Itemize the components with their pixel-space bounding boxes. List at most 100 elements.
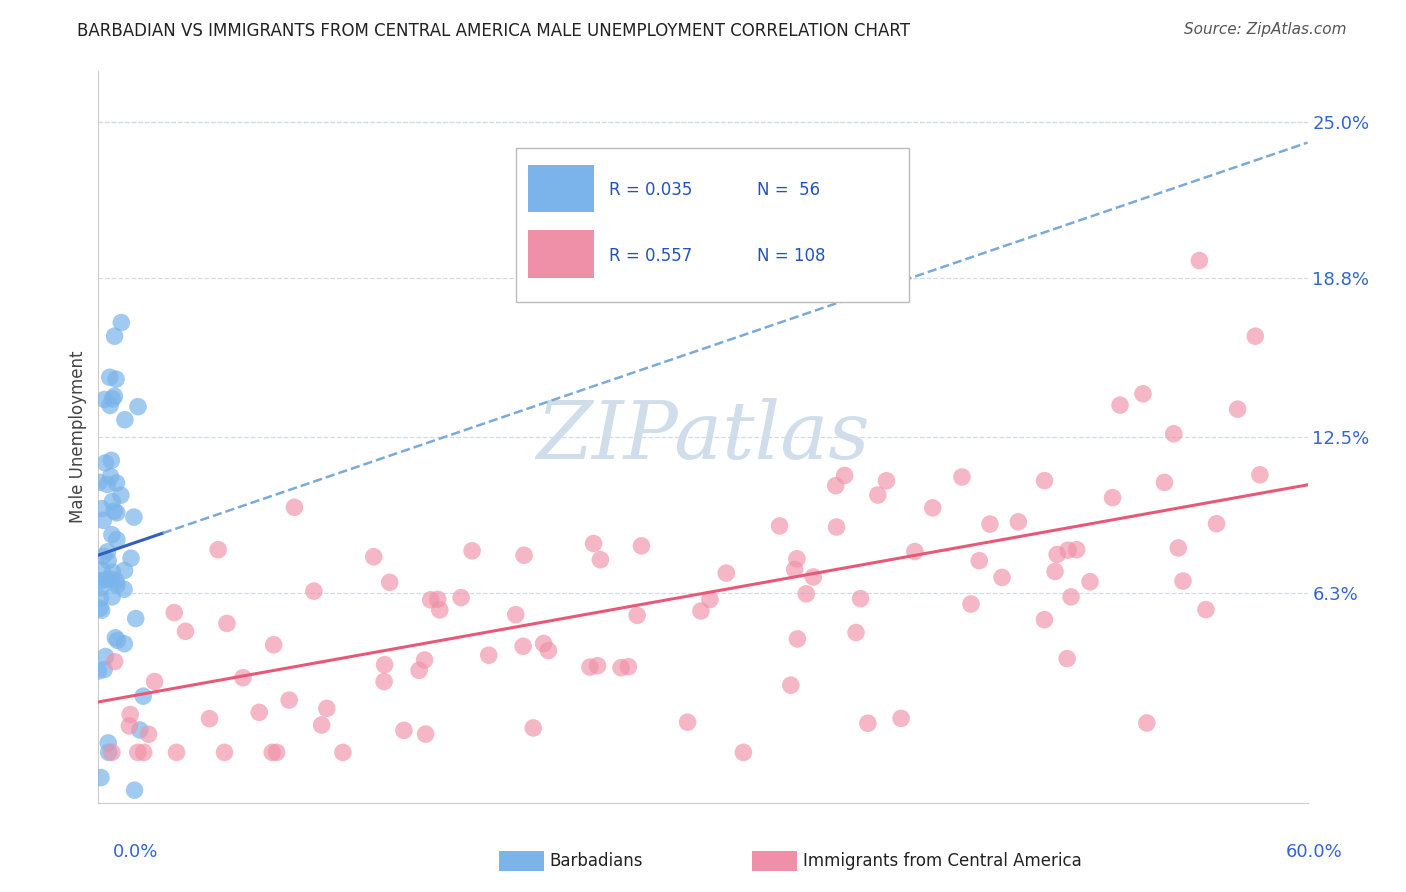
Point: [98, 370, 121, 384]
Point: [163, 606, 186, 620]
Point: [90, 581, 112, 595]
Point: [1153, 475, 1175, 490]
Point: [768, 519, 790, 533]
Point: [478, 648, 501, 663]
Point: [1171, 574, 1194, 588]
Point: [783, 562, 806, 576]
Point: [856, 716, 879, 731]
Point: [97, 554, 120, 568]
Point: [960, 597, 983, 611]
Point: [533, 636, 555, 650]
Point: [105, 506, 128, 520]
Bar: [527, 230, 595, 278]
Point: [105, 533, 128, 547]
Point: [101, 590, 124, 604]
Point: [207, 542, 229, 557]
Point: [950, 470, 973, 484]
Point: [215, 616, 238, 631]
Point: [90, 501, 112, 516]
Point: [278, 693, 301, 707]
Point: [263, 638, 285, 652]
Point: [1060, 590, 1083, 604]
Point: [91, 549, 114, 564]
Point: [127, 745, 149, 759]
Point: [1066, 542, 1088, 557]
Point: [630, 539, 652, 553]
Point: [845, 625, 868, 640]
Point: [991, 570, 1014, 584]
Point: [610, 661, 633, 675]
Point: [690, 604, 713, 618]
Point: [266, 745, 288, 759]
Point: [626, 608, 648, 623]
Point: [1205, 516, 1227, 531]
Point: [450, 591, 472, 605]
Point: [125, 611, 148, 625]
Point: [89, 574, 111, 588]
Point: [122, 510, 145, 524]
Point: [1078, 574, 1101, 589]
Point: [825, 520, 848, 534]
Point: [419, 592, 441, 607]
Point: [103, 389, 125, 403]
Point: [876, 203, 898, 218]
Point: [716, 566, 738, 580]
Point: [114, 413, 136, 427]
Point: [283, 500, 305, 515]
Point: [332, 745, 354, 759]
Text: Source: ZipAtlas.com: Source: ZipAtlas.com: [1184, 22, 1347, 37]
Point: [96, 545, 118, 559]
Text: 0.0%: 0.0%: [112, 843, 157, 861]
Point: [586, 658, 609, 673]
Point: [107, 633, 129, 648]
Point: [1033, 613, 1056, 627]
Point: [166, 745, 188, 759]
Point: [174, 624, 197, 639]
Point: [87, 664, 110, 678]
Point: [262, 745, 284, 759]
Point: [104, 655, 127, 669]
Point: [87, 475, 110, 490]
Point: [101, 745, 124, 759]
Point: [101, 528, 124, 542]
Point: [94, 573, 117, 587]
Point: [1056, 651, 1078, 665]
Point: [214, 745, 236, 759]
Point: [373, 674, 395, 689]
Point: [101, 392, 124, 406]
Text: 60.0%: 60.0%: [1286, 843, 1343, 861]
Point: [311, 718, 333, 732]
Y-axis label: Male Unemployment: Male Unemployment: [69, 351, 87, 524]
Point: [392, 723, 415, 738]
Point: [124, 783, 146, 797]
Point: [522, 721, 544, 735]
Point: [90, 771, 112, 785]
Point: [921, 500, 943, 515]
Point: [93, 513, 115, 527]
Point: [415, 727, 437, 741]
Point: [617, 659, 640, 673]
Point: [1244, 329, 1267, 343]
Point: [786, 632, 808, 646]
Point: [537, 643, 560, 657]
Point: [114, 563, 136, 577]
Point: [232, 671, 254, 685]
Point: [1136, 716, 1159, 731]
Point: [890, 711, 912, 725]
Point: [505, 607, 527, 622]
Point: [1057, 543, 1080, 558]
Point: [89, 601, 111, 615]
Point: [112, 582, 135, 597]
Point: [100, 572, 122, 586]
Text: N = 108: N = 108: [758, 247, 825, 265]
Point: [100, 469, 122, 483]
Point: [699, 592, 721, 607]
Point: [824, 478, 846, 492]
Point: [110, 316, 132, 330]
Point: [1007, 515, 1029, 529]
Point: [198, 712, 221, 726]
Point: [866, 488, 889, 502]
Point: [89, 591, 111, 606]
Point: [512, 640, 534, 654]
Point: [378, 575, 401, 590]
